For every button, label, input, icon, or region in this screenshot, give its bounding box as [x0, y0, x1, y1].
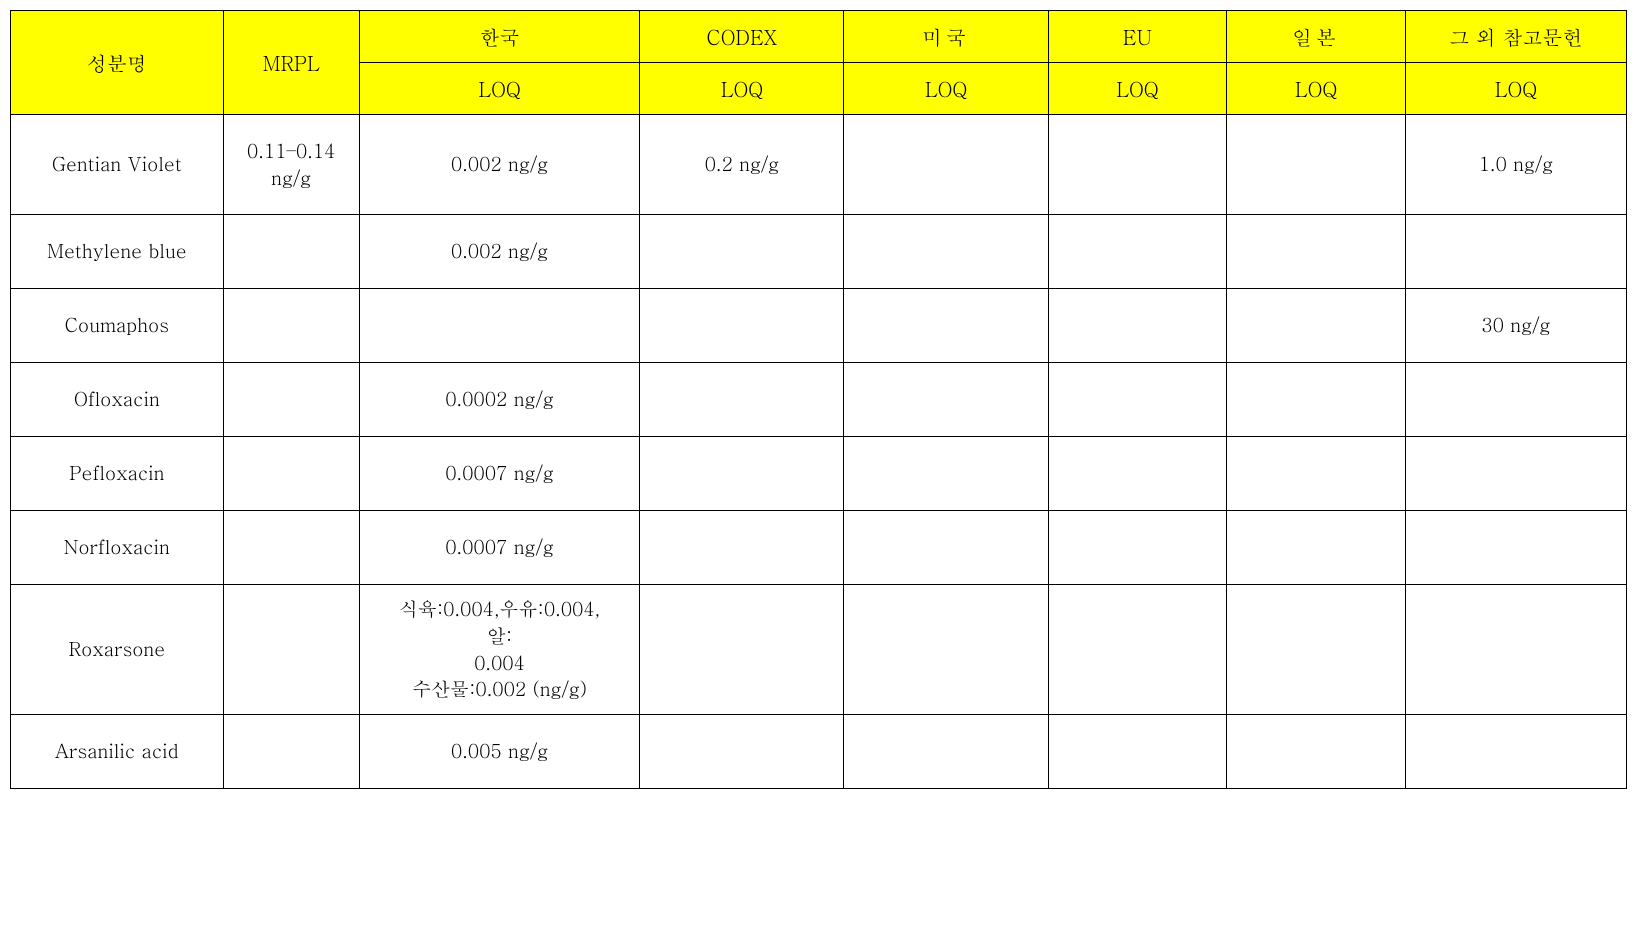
cell-korea: 0.0002 ng/g [359, 363, 640, 437]
header-codex: CODEX [640, 11, 844, 63]
cell-codex [640, 715, 844, 789]
cell-codex [640, 511, 844, 585]
cell-usa [844, 215, 1048, 289]
cell-codex [640, 437, 844, 511]
cell-codex [640, 363, 844, 437]
table-row: Ofloxacin 0.0002 ng/g [11, 363, 1627, 437]
cell-usa [844, 585, 1048, 715]
cell-name: Norfloxacin [11, 511, 224, 585]
cell-eu [1048, 363, 1227, 437]
cell-name: Coumaphos [11, 289, 224, 363]
cell-korea: 식육:0.004,우유:0.004, 알: 0.004 수산물:0.002 (n… [359, 585, 640, 715]
cell-usa [844, 437, 1048, 511]
cell-ref [1405, 585, 1626, 715]
cell-name: Gentian Violet [11, 115, 224, 215]
cell-codex [640, 215, 844, 289]
table-row: Coumaphos 30 ng/g [11, 289, 1627, 363]
cell-mrpl [223, 715, 359, 789]
table-row: Norfloxacin 0.0007 ng/g [11, 511, 1627, 585]
header-korea-loq: LOQ [359, 63, 640, 115]
cell-japan [1227, 363, 1406, 437]
cell-usa [844, 289, 1048, 363]
cell-japan [1227, 585, 1406, 715]
cell-usa [844, 363, 1048, 437]
header-row-1: 성분명 MRPL 한국 CODEX 미국 EU 일본 그 외 참고문헌 [11, 11, 1627, 63]
cell-japan [1227, 289, 1406, 363]
header-eu: EU [1048, 11, 1227, 63]
header-mrpl: MRPL [223, 11, 359, 115]
cell-japan [1227, 437, 1406, 511]
cell-eu [1048, 437, 1227, 511]
header-korea: 한국 [359, 11, 640, 63]
cell-mrpl [223, 215, 359, 289]
header-ref-loq: LOQ [1405, 63, 1626, 115]
cell-mrpl [223, 289, 359, 363]
cell-ref [1405, 437, 1626, 511]
cell-korea: 0.002 ng/g [359, 115, 640, 215]
cell-mrpl [223, 437, 359, 511]
cell-korea [359, 289, 640, 363]
header-japan-loq: LOQ [1227, 63, 1406, 115]
cell-mrpl [223, 511, 359, 585]
header-ref: 그 외 참고문헌 [1405, 11, 1626, 63]
cell-name: Roxarsone [11, 585, 224, 715]
cell-mrpl [223, 585, 359, 715]
cell-japan [1227, 115, 1406, 215]
cell-korea: 0.005 ng/g [359, 715, 640, 789]
cell-eu [1048, 715, 1227, 789]
table-row: Gentian Violet 0.11–0.14 ng/g 0.002 ng/g… [11, 115, 1627, 215]
header-codex-loq: LOQ [640, 63, 844, 115]
cell-name: Pefloxacin [11, 437, 224, 511]
cell-name: Ofloxacin [11, 363, 224, 437]
table-row: Methylene blue 0.002 ng/g [11, 215, 1627, 289]
header-usa-loq: LOQ [844, 63, 1048, 115]
cell-mrpl [223, 363, 359, 437]
loq-table: 성분명 MRPL 한국 CODEX 미국 EU 일본 그 외 참고문헌 LOQ … [10, 10, 1627, 789]
cell-japan [1227, 715, 1406, 789]
cell-ref [1405, 511, 1626, 585]
cell-codex [640, 289, 844, 363]
cell-usa [844, 115, 1048, 215]
header-japan: 일본 [1227, 11, 1406, 63]
cell-eu [1048, 511, 1227, 585]
table-row: Roxarsone 식육:0.004,우유:0.004, 알: 0.004 수산… [11, 585, 1627, 715]
cell-name: Arsanilic acid [11, 715, 224, 789]
cell-ref [1405, 215, 1626, 289]
table-row: Pefloxacin 0.0007 ng/g [11, 437, 1627, 511]
cell-usa [844, 511, 1048, 585]
cell-ref [1405, 363, 1626, 437]
header-name: 성분명 [11, 11, 224, 115]
cell-codex [640, 585, 844, 715]
cell-eu [1048, 289, 1227, 363]
cell-mrpl: 0.11–0.14 ng/g [223, 115, 359, 215]
cell-eu [1048, 585, 1227, 715]
cell-japan [1227, 511, 1406, 585]
cell-korea: 0.0007 ng/g [359, 437, 640, 511]
cell-korea: 0.002 ng/g [359, 215, 640, 289]
cell-eu [1048, 115, 1227, 215]
cell-ref: 1.0 ng/g [1405, 115, 1626, 215]
cell-name: Methylene blue [11, 215, 224, 289]
cell-eu [1048, 215, 1227, 289]
header-eu-loq: LOQ [1048, 63, 1227, 115]
cell-korea: 0.0007 ng/g [359, 511, 640, 585]
cell-usa [844, 715, 1048, 789]
cell-ref [1405, 715, 1626, 789]
cell-ref: 30 ng/g [1405, 289, 1626, 363]
header-usa: 미국 [844, 11, 1048, 63]
cell-codex: 0.2 ng/g [640, 115, 844, 215]
cell-japan [1227, 215, 1406, 289]
table-row: Arsanilic acid 0.005 ng/g [11, 715, 1627, 789]
